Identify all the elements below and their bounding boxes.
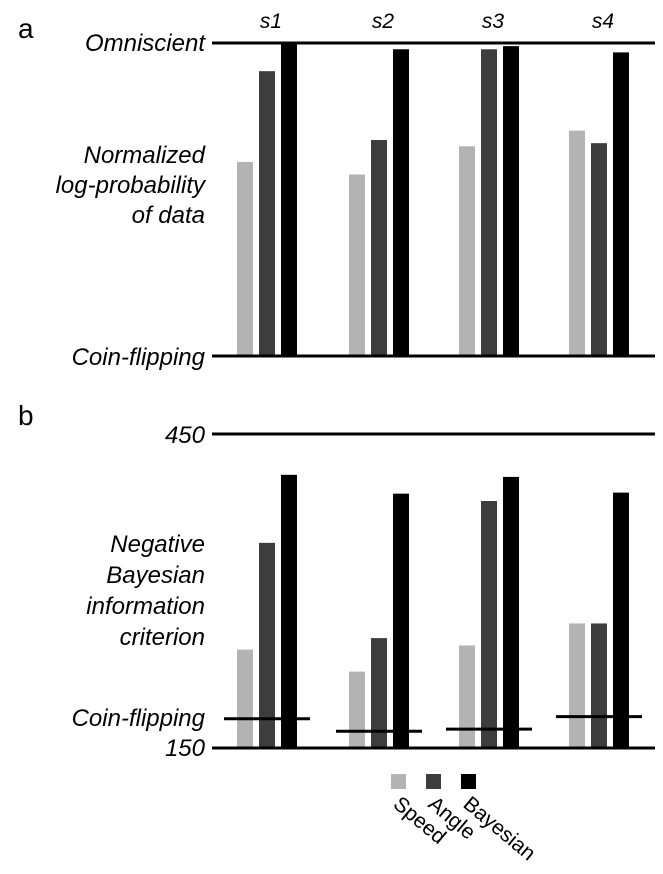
bar-angle-s1 — [259, 542, 275, 748]
panel-a-ytick-bottom: Coin-flipping — [72, 344, 206, 371]
bar-speed-s4 — [569, 623, 585, 748]
panel-b-ylabel: Negative Bayesian information criterion — [86, 531, 205, 651]
panel-a-ytick-top: Omniscient — [85, 30, 206, 57]
panel-b-chart: 450 150 Coin-flipping Negative Bayesian in… — [72, 422, 655, 762]
bar-speed-s2 — [349, 174, 365, 356]
bar-bayesian-s2 — [393, 49, 409, 356]
bar-angle-s4 — [591, 623, 607, 748]
legend-swatch-bayesian — [461, 774, 476, 789]
panel-b-ytick-bottom: 150 — [165, 735, 206, 762]
bar-angle-s2 — [371, 140, 387, 356]
bar-speed-s3 — [459, 146, 475, 356]
bar-speed-s2 — [349, 671, 365, 748]
panel-b-ytick-top: 450 — [165, 422, 206, 449]
bar-bayesian-s4 — [613, 492, 629, 748]
bar-bayesian-s1 — [281, 474, 297, 748]
panel-label-a: a — [18, 13, 34, 44]
bar-speed-s1 — [237, 161, 253, 356]
panel-b-reference-lines — [224, 715, 642, 733]
bar-speed-s1 — [237, 649, 253, 748]
panel-a-category-labels: s1 s2 s3 s4 — [260, 10, 614, 33]
ylabel-line: of data — [132, 202, 205, 229]
panel-b-reference-label: Coin-flipping — [72, 705, 206, 732]
ylabel-line: criterion — [120, 624, 205, 651]
bar-bayesian-s2 — [393, 493, 409, 748]
legend-swatch-angle — [426, 774, 441, 789]
bar-speed-s4 — [569, 130, 585, 356]
bar-angle-s2 — [371, 638, 387, 748]
ylabel-line: Negative — [110, 531, 205, 558]
bar-bayesian-s4 — [613, 52, 629, 356]
panel-label-b: b — [18, 400, 34, 431]
ylabel-line: Bayesian — [106, 562, 205, 589]
panel-a-ylabel: Normalized log-probability of data — [56, 142, 207, 229]
category-label-s1: s1 — [260, 10, 282, 33]
bar-bayesian-s1 — [281, 43, 297, 356]
ylabel-line: information — [86, 593, 205, 620]
bar-bayesian-s3 — [503, 476, 519, 748]
panel-a-bars — [237, 43, 629, 357]
panel-b-bars — [237, 474, 629, 748]
bar-angle-s4 — [591, 143, 607, 356]
panel-a-chart: Omniscient Coin-flipping Normalized log-p… — [56, 10, 655, 371]
category-label-s2: s2 — [372, 10, 395, 33]
bar-angle-s3 — [481, 500, 497, 748]
category-label-s4: s4 — [592, 10, 614, 33]
ylabel-line: log-probability — [56, 172, 207, 199]
bar-speed-s3 — [459, 645, 475, 748]
bar-angle-s1 — [259, 71, 275, 357]
ylabel-line: Normalized — [84, 142, 206, 169]
bar-bayesian-s3 — [503, 46, 519, 356]
category-label-s3: s3 — [482, 10, 505, 33]
legend-swatch-speed — [391, 774, 406, 789]
bar-angle-s3 — [481, 49, 497, 356]
